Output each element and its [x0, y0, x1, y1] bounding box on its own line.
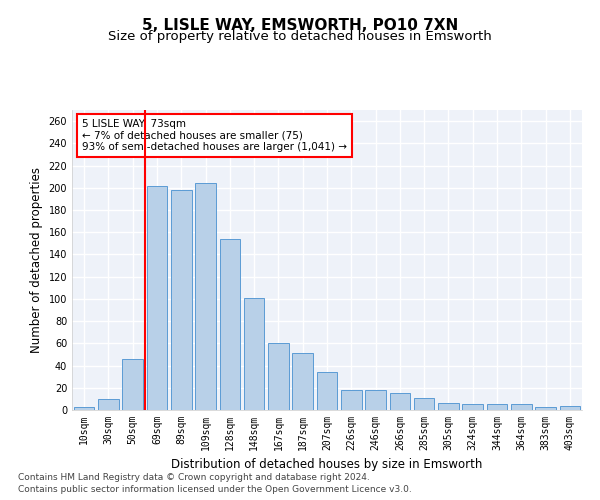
Bar: [122, 359, 143, 410]
Y-axis label: Number of detached properties: Number of detached properties: [30, 167, 43, 353]
Bar: [220, 239, 240, 410]
Bar: [146, 186, 167, 410]
Bar: [74, 406, 94, 410]
Text: 5, LISLE WAY, EMSWORTH, PO10 7XN: 5, LISLE WAY, EMSWORTH, PO10 7XN: [142, 18, 458, 32]
Bar: [195, 184, 216, 410]
Bar: [535, 406, 556, 410]
Bar: [414, 398, 434, 410]
Bar: [438, 404, 459, 410]
Bar: [98, 399, 119, 410]
Text: 5 LISLE WAY: 73sqm
← 7% of detached houses are smaller (75)
93% of semi-detached: 5 LISLE WAY: 73sqm ← 7% of detached hous…: [82, 119, 347, 152]
X-axis label: Distribution of detached houses by size in Emsworth: Distribution of detached houses by size …: [172, 458, 482, 471]
Text: Contains public sector information licensed under the Open Government Licence v3: Contains public sector information licen…: [18, 485, 412, 494]
Bar: [292, 354, 313, 410]
Bar: [341, 390, 362, 410]
Bar: [487, 404, 508, 410]
Bar: [365, 390, 386, 410]
Bar: [317, 372, 337, 410]
Bar: [560, 406, 580, 410]
Bar: [171, 190, 191, 410]
Bar: [511, 404, 532, 410]
Text: Size of property relative to detached houses in Emsworth: Size of property relative to detached ho…: [108, 30, 492, 43]
Bar: [389, 394, 410, 410]
Bar: [463, 404, 483, 410]
Bar: [268, 344, 289, 410]
Bar: [244, 298, 265, 410]
Text: Contains HM Land Registry data © Crown copyright and database right 2024.: Contains HM Land Registry data © Crown c…: [18, 474, 370, 482]
